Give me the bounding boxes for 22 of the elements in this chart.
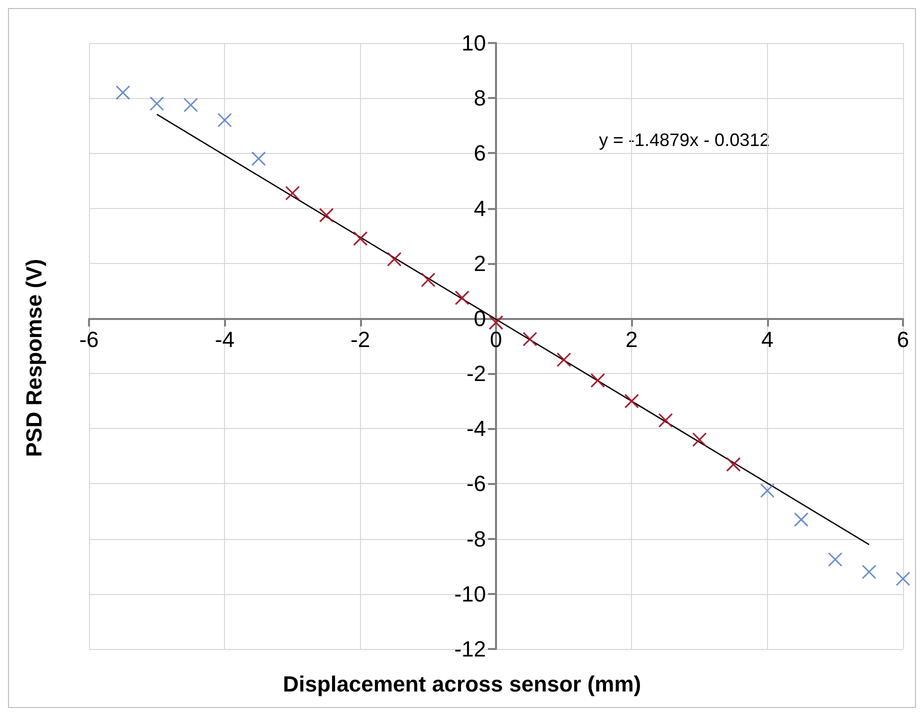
x-tick-label: 2 <box>626 326 638 352</box>
annotation: y = -1.4879x - 0.0312 <box>599 130 770 150</box>
y-tick-label: -10 <box>454 581 486 606</box>
x-axis-title: Displacement across sensor (mm) <box>282 672 642 696</box>
y-tick-label: -6 <box>466 471 486 496</box>
y-tick-label: 2 <box>474 250 486 276</box>
y-tick-label: 8 <box>474 86 486 111</box>
y-axis-title: PSD Respomse (V) <box>22 258 46 458</box>
x-tick-label: 4 <box>761 326 774 352</box>
y-tick-label: -12 <box>454 636 486 662</box>
y-tick-label: 10 <box>462 30 486 56</box>
x-tick-label: -2 <box>350 326 370 352</box>
y-tick-label: 0 <box>474 306 486 331</box>
y-tick-label: -2 <box>466 361 486 386</box>
y-tick-label: 6 <box>474 140 486 166</box>
x-tick-label: -6 <box>79 326 99 352</box>
x-tick-label: 6 <box>896 326 910 352</box>
y-tick-label: -4 <box>466 416 486 442</box>
y-tick-label: -8 <box>466 526 486 552</box>
y-tick-label: 4 <box>474 196 486 221</box>
x-tick-label: -4 <box>214 326 234 352</box>
x-tick-label: 0 <box>490 326 502 352</box>
